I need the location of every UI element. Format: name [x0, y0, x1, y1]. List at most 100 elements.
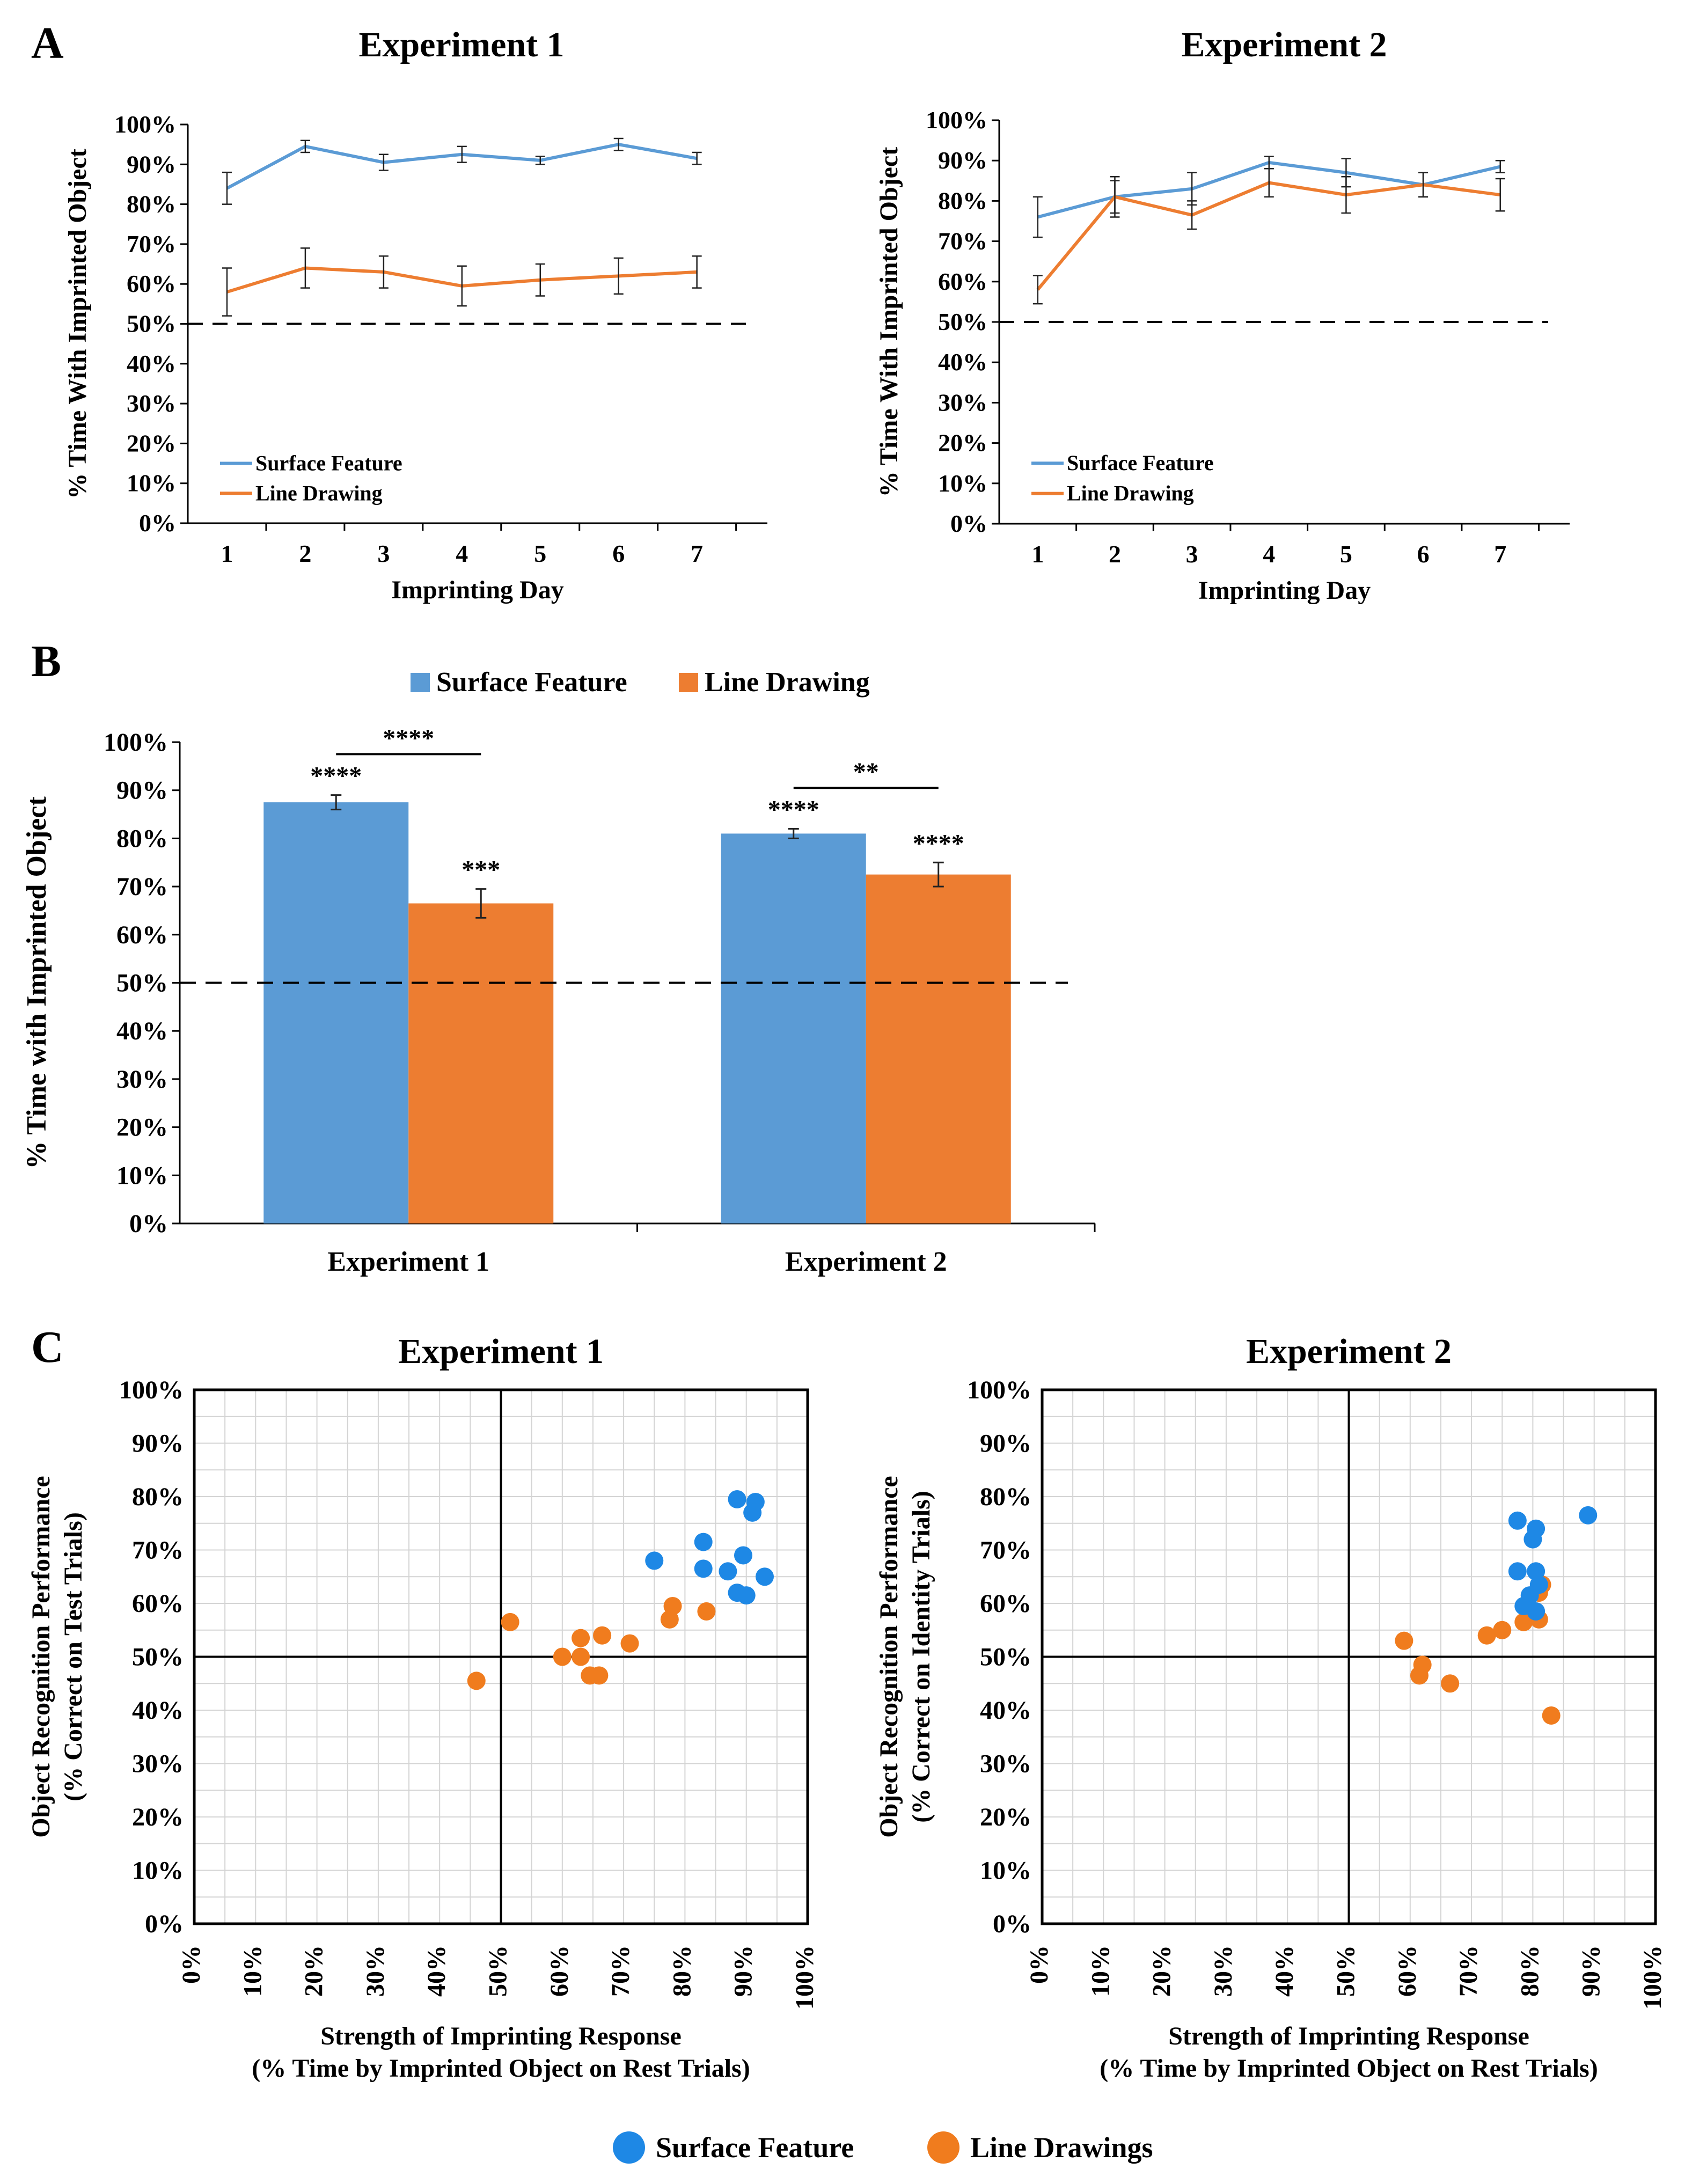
y-tick-label: 60%	[938, 268, 987, 295]
y-axis-title: % Time With Imprinted Object	[63, 149, 92, 499]
chart-title: Experiment 2	[1181, 25, 1387, 64]
y-tick-label: 80%	[132, 1483, 184, 1511]
data-point-line	[593, 1626, 612, 1645]
scatter-chart-experiment-2: Experiment 2 0% 10% 20% 30% 40% 50% 60% 70% 80% 90…	[875, 1332, 1667, 2083]
legend-surface-marker	[613, 2131, 645, 2164]
y-tick-label: 80%	[938, 187, 987, 214]
y-tick-label: 10%	[132, 1857, 184, 1885]
significance-label: ****	[768, 795, 819, 824]
data-point-surface	[737, 1586, 756, 1605]
x-tick-label: 100%	[1638, 1945, 1667, 2010]
y-tick-label: 50%	[127, 310, 176, 338]
y-tick-label: 60%	[127, 270, 176, 297]
x-category-label: Experiment 2	[785, 1247, 947, 1277]
line-chart-experiment-2: Experiment 2 0% 10% 20% 30% 40% 50% 60% 70% 80% 90…	[875, 25, 1570, 605]
comparison-label: ****	[383, 724, 434, 752]
y-tick-label: 60%	[980, 1589, 1031, 1618]
data-point-surface	[719, 1562, 737, 1581]
y-tick-label: 20%	[127, 429, 176, 457]
y-tick-label: 10%	[980, 1857, 1031, 1885]
y-tick-label: 90%	[980, 1430, 1031, 1458]
legend-label: Line Drawing	[705, 667, 870, 698]
data-point-line	[553, 1647, 572, 1666]
x-tick-label: 60%	[1393, 1945, 1422, 1997]
y-tick-label: 100%	[119, 1376, 184, 1404]
y-tick-label: 40%	[938, 348, 987, 376]
x-tick-label: 60%	[545, 1945, 574, 1997]
x-tick-label: 40%	[1270, 1945, 1299, 1997]
x-tick-label: 100%	[790, 1945, 819, 2010]
data-point-line	[590, 1666, 609, 1685]
y-tick-label: 40%	[116, 1017, 168, 1045]
y-tick-label: 70%	[938, 228, 987, 255]
data-point-line	[697, 1602, 716, 1621]
y-tick-label: 80%	[980, 1483, 1031, 1511]
y-tick-label: 90%	[116, 776, 168, 805]
data-point-line	[1477, 1626, 1496, 1645]
legend-line-label: Line Drawings	[970, 2131, 1153, 2164]
y-tick-label: 0%	[139, 509, 176, 537]
panel-label-b: B	[31, 636, 61, 686]
y-tick-label: 80%	[127, 190, 176, 218]
significance-label: ****	[913, 829, 964, 858]
x-tick-label: 0%	[177, 1945, 206, 1984]
y-tick-label: 40%	[132, 1696, 184, 1725]
y-tick-label: 10%	[938, 470, 987, 497]
x-tick-label: 10%	[238, 1945, 267, 1997]
x-tick-label: 10%	[1086, 1945, 1115, 1997]
bar-surface	[263, 802, 409, 1223]
x-tick-label: 70%	[606, 1945, 635, 1997]
data-point-line	[501, 1613, 519, 1631]
y-axis-title: % Time With Imprinted Object	[875, 147, 903, 497]
x-tick-label: 80%	[668, 1945, 696, 1997]
bar-surface	[721, 833, 866, 1223]
y-tick-label: 100%	[926, 106, 987, 134]
x-tick-label: 1	[221, 540, 233, 567]
x-tick-label: 7	[691, 540, 703, 567]
x-tick-label: 50%	[1332, 1945, 1360, 1997]
x-tick-label: 90%	[729, 1945, 758, 1997]
data-point-surface	[1523, 1530, 1542, 1549]
x-tick-label: 0%	[1025, 1945, 1053, 1984]
comparison-label: **	[853, 758, 879, 786]
y-tick-label: 10%	[116, 1161, 168, 1190]
bar-line	[866, 874, 1011, 1223]
y-tick-label: 70%	[127, 230, 176, 258]
y-tick-label: 0%	[145, 1910, 184, 1938]
x-tick-label: 6	[612, 540, 625, 567]
bar-chart: Surface Feature Line Drawing 0% 10% 20% 30% 40…	[21, 667, 1096, 1277]
legend-line-marker	[927, 2131, 959, 2164]
y-tick-label: 50%	[980, 1643, 1031, 1672]
y-tick-label: 70%	[132, 1536, 184, 1565]
chart-title: Experiment 1	[358, 25, 564, 64]
x-axis-title: Strength of Imprinting Response	[1168, 2022, 1529, 2050]
line-chart-experiment-1: Experiment 1 0% 10% 20% 30% 40% 50% 60% 70% 80% 90…	[63, 25, 767, 604]
significance-label: ***	[462, 856, 500, 884]
y-tick-label: 0%	[129, 1210, 168, 1238]
y-tick-label: 80%	[116, 824, 168, 853]
x-tick-label: 4	[456, 540, 468, 567]
x-tick-label: 20%	[1148, 1945, 1176, 1997]
legend-surface-label: Surface Feature	[656, 2131, 854, 2164]
y-tick-label: 50%	[116, 969, 168, 998]
panel-label-a: A	[31, 18, 64, 68]
data-point-line	[1441, 1674, 1460, 1693]
data-point-surface	[1527, 1602, 1545, 1621]
x-axis-title: Imprinting Day	[391, 576, 563, 604]
x-tick-label: 3	[1186, 540, 1198, 568]
x-tick-label: 90%	[1577, 1945, 1606, 1997]
y-tick-label: 100%	[114, 111, 176, 138]
data-point-surface	[743, 1503, 762, 1522]
x-tick-label: 5	[534, 540, 546, 567]
y-tick-label: 0%	[950, 510, 987, 537]
data-point-surface	[1508, 1511, 1527, 1530]
y-axis-title: Object Recognition Performance	[875, 1476, 903, 1837]
x-tick-label: 4	[1263, 540, 1275, 568]
x-tick-label: 6	[1417, 540, 1430, 568]
x-category-label: Experiment 1	[327, 1247, 489, 1277]
y-tick-label: 90%	[127, 150, 176, 178]
data-point-surface	[1529, 1575, 1548, 1594]
y-tick-label: 30%	[116, 1065, 168, 1094]
x-tick-label: 20%	[300, 1945, 328, 1997]
